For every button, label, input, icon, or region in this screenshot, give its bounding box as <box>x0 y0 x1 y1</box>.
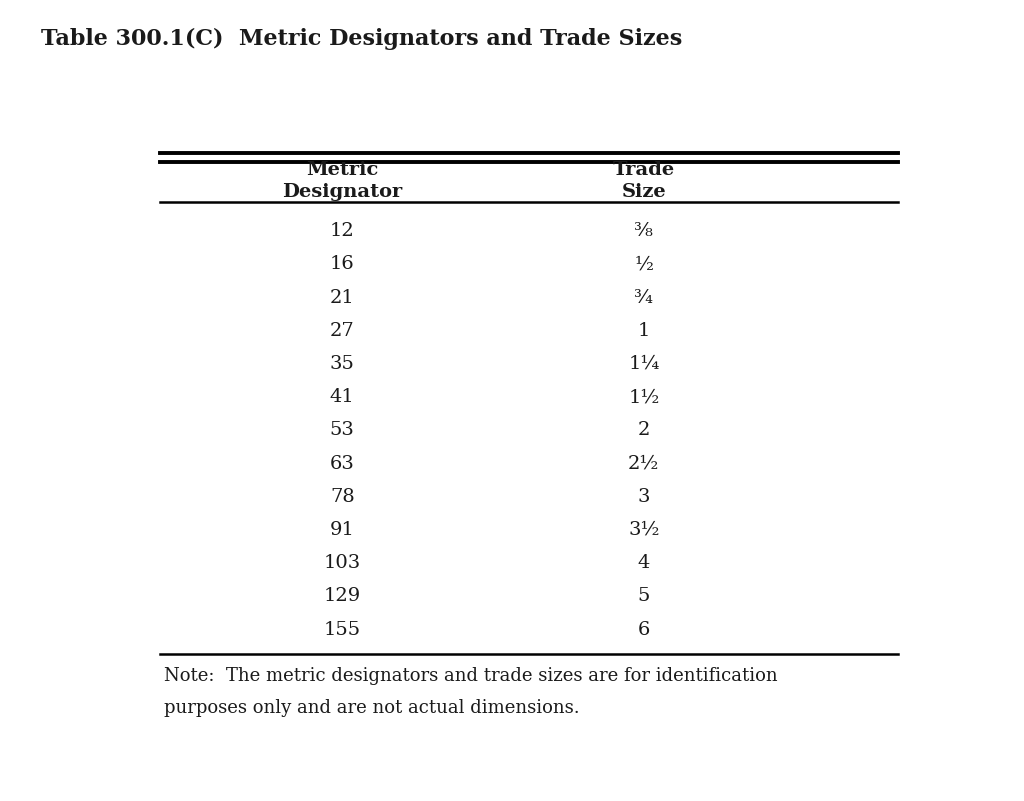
Text: 12: 12 <box>330 222 354 240</box>
Text: 5: 5 <box>638 587 650 606</box>
Text: 1¼: 1¼ <box>628 355 659 373</box>
Text: Table 300.1(C)  Metric Designators and Trade Sizes: Table 300.1(C) Metric Designators and Tr… <box>41 28 682 50</box>
Text: 16: 16 <box>330 256 354 273</box>
Text: 2½: 2½ <box>628 455 659 473</box>
Text: 53: 53 <box>330 421 354 440</box>
Text: Trade
Size: Trade Size <box>612 161 675 201</box>
Text: ³⁄₄: ³⁄₄ <box>634 288 653 307</box>
Text: 41: 41 <box>330 388 354 406</box>
Text: 6: 6 <box>638 621 650 638</box>
Text: 1½: 1½ <box>628 388 659 406</box>
Text: Note:  The metric designators and trade sizes are for identification: Note: The metric designators and trade s… <box>164 666 777 685</box>
Text: 3: 3 <box>638 488 650 505</box>
Text: 63: 63 <box>330 455 354 473</box>
Text: 27: 27 <box>330 322 354 340</box>
Text: Metric
Designator: Metric Designator <box>283 161 402 201</box>
Text: ½: ½ <box>634 256 653 273</box>
Text: 3½: 3½ <box>628 521 659 539</box>
Text: 4: 4 <box>638 554 650 572</box>
Text: ³⁄₈: ³⁄₈ <box>635 222 653 240</box>
Text: 21: 21 <box>330 288 354 307</box>
Text: 103: 103 <box>324 554 360 572</box>
Text: 155: 155 <box>324 621 360 638</box>
Text: 91: 91 <box>330 521 354 539</box>
Text: 129: 129 <box>324 587 360 606</box>
Text: 2: 2 <box>638 421 650 440</box>
Text: purposes only and are not actual dimensions.: purposes only and are not actual dimensi… <box>164 698 580 717</box>
Text: 35: 35 <box>330 355 354 373</box>
Text: 78: 78 <box>330 488 354 505</box>
Text: 1: 1 <box>638 322 650 340</box>
